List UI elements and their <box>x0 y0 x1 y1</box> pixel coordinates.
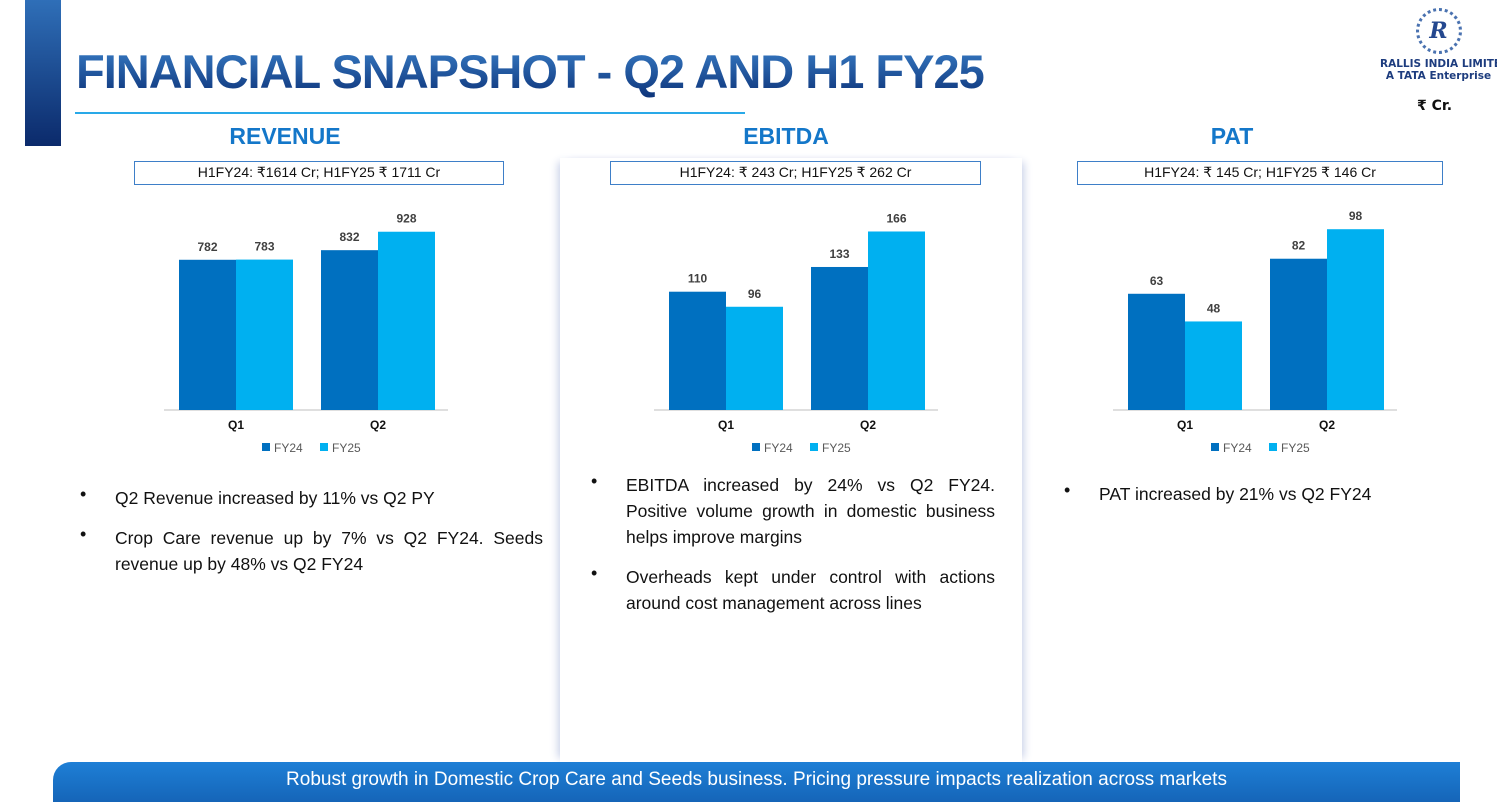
accent-bar <box>25 0 61 146</box>
title-divider <box>75 112 745 114</box>
bar-fy24-q2 <box>811 266 868 410</box>
bar-fy25-q1 <box>236 259 293 410</box>
data-label: 63 <box>1150 274 1164 288</box>
legend-label: FY25 <box>332 441 361 455</box>
pat-title: PAT <box>1210 123 1254 149</box>
unit-label: ₹ Cr. <box>1417 98 1453 114</box>
ebitda-summary: H1FY24: ₹ 243 Cr; H1FY25 ₹ 262 Cr <box>610 161 981 185</box>
legend-swatch-fy24 <box>262 443 270 451</box>
ebitda-bullets: EBITDA increased by 24% vs Q2 FY24. Posi… <box>591 468 995 630</box>
bar-fy25-q2 <box>1327 229 1384 410</box>
legend-label: FY25 <box>1281 441 1310 455</box>
bar-fy25-q1 <box>726 306 783 410</box>
revenue-bullets: Q2 Revenue increased by 11% vs Q2 PY Cro… <box>80 481 543 591</box>
data-label: 98 <box>1349 209 1363 223</box>
x-tick-label: Q1 <box>718 418 734 432</box>
data-label: 166 <box>886 211 906 225</box>
data-label: 96 <box>748 287 762 301</box>
revenue-title: REVENUE <box>229 123 341 149</box>
legend-label: FY24 <box>1223 441 1252 455</box>
pat-bullets: PAT increased by 21% vs Q2 FY24 <box>1064 477 1429 521</box>
bullet: EBITDA increased by 24% vs Q2 FY24. Posi… <box>591 468 995 550</box>
revenue-summary: H1FY24: ₹1614 Cr; H1FY25 ₹ 1711 Cr <box>134 161 504 185</box>
footer-banner: Robust growth in Domestic Crop Care and … <box>53 762 1460 802</box>
legend-swatch-fy25 <box>810 443 818 451</box>
x-tick-label: Q1 <box>228 418 244 432</box>
data-label: 133 <box>829 247 849 261</box>
bullet: Crop Care revenue up by 7% vs Q2 FY24. S… <box>80 521 543 577</box>
ebitda-chart: 110 96 Q1 133 166 Q2 FY24 FY25 <box>654 211 938 455</box>
bar-fy24-q1 <box>1128 293 1185 410</box>
bullet: Overheads kept under control with action… <box>591 560 995 616</box>
bullet: PAT increased by 21% vs Q2 FY24 <box>1064 477 1429 507</box>
bar-fy24-q2 <box>1270 258 1327 410</box>
legend-swatch-fy25 <box>320 443 328 451</box>
x-tick-label: Q1 <box>1177 418 1193 432</box>
data-label: 48 <box>1207 301 1221 315</box>
ebitda-title: EBITDA <box>743 123 829 149</box>
data-label: 82 <box>1292 239 1306 253</box>
logo-tagline: A TATA Enterprise <box>1385 70 1492 82</box>
pat-chart: 63 48 Q1 82 98 Q2 FY24 FY25 <box>1113 209 1397 455</box>
bullet: Q2 Revenue increased by 11% vs Q2 PY <box>80 481 543 511</box>
bar-fy24-q2 <box>321 250 378 410</box>
data-label: 110 <box>688 272 708 286</box>
data-label: 832 <box>339 230 359 244</box>
legend-swatch-fy25 <box>1269 443 1277 451</box>
legend-label: FY24 <box>274 441 303 455</box>
logo-emblem-icon: R <box>1415 8 1462 54</box>
page-title: FINANCIAL SNAPSHOT - Q2 AND H1 FY25 <box>76 45 985 98</box>
legend-label: FY24 <box>764 441 793 455</box>
bar-fy25-q2 <box>868 231 925 410</box>
bar-fy24-q1 <box>669 291 726 410</box>
legend-label: FY25 <box>822 441 851 455</box>
company-logo: R RALLIS INDIA LIMITED A TATA Enterprise <box>1380 8 1497 82</box>
data-label: 782 <box>197 240 217 254</box>
data-label: 783 <box>254 240 274 254</box>
x-tick-label: Q2 <box>860 418 876 432</box>
legend-swatch-fy24 <box>1211 443 1219 451</box>
x-tick-label: Q2 <box>370 418 386 432</box>
bar-fy25-q1 <box>1185 321 1242 410</box>
ebitda-panel <box>560 158 1022 762</box>
x-tick-label: Q2 <box>1319 418 1335 432</box>
bar-fy25-q2 <box>378 231 435 410</box>
bar-fy24-q1 <box>179 259 236 410</box>
data-label: 928 <box>396 212 416 226</box>
pat-summary: H1FY24: ₹ 145 Cr; H1FY25 ₹ 146 Cr <box>1077 161 1443 185</box>
logo-company: RALLIS INDIA LIMITED <box>1380 58 1497 70</box>
revenue-chart: 782 783 Q1 832 928 Q2 FY24 FY25 <box>164 212 448 455</box>
legend-swatch-fy24 <box>752 443 760 451</box>
